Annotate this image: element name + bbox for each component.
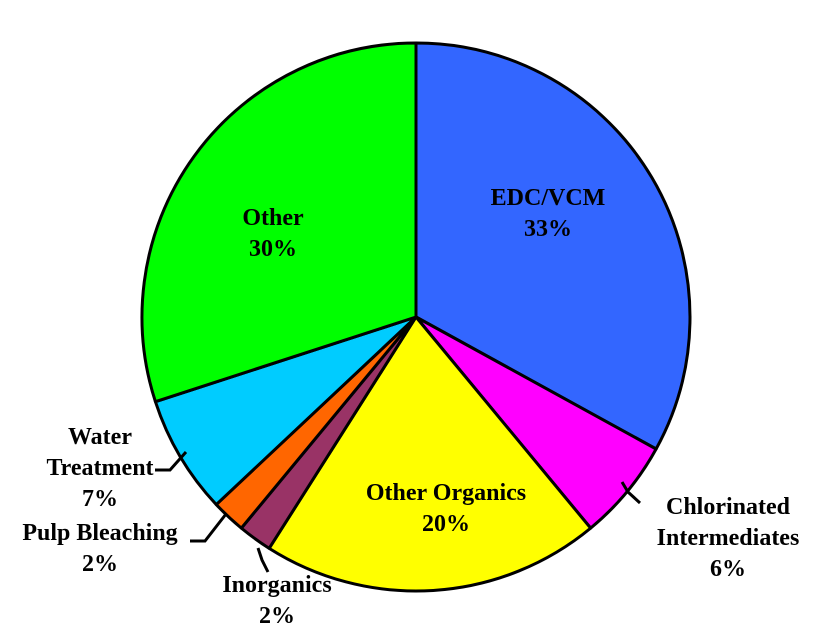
percent-label: 20% [422,511,470,537]
category-name: Chlorinated Intermediates [656,494,800,551]
percent-label: 2% [82,551,118,577]
slice-label: EDC/VCM 33% [448,183,648,245]
category-name: EDC/VCM [490,185,606,211]
slice-label: Other 30% [173,203,373,265]
slice-label: Other Organics 20% [316,478,576,540]
percent-label: 2% [259,603,295,629]
leader-line [155,451,188,472]
percent-label: 30% [249,236,297,262]
category-name: Water Treatment [46,424,154,481]
leader-line [256,547,270,573]
slice-label: Inorganics 2% [177,570,377,632]
percent-label: 6% [710,556,746,582]
leader-line [190,513,228,543]
percent-label: 7% [82,486,118,512]
percent-label: 33% [524,216,572,242]
category-name: Pulp Bleaching [22,520,178,546]
pie-slice [140,41,418,404]
leader-line [620,481,642,505]
category-name: Other Organics [365,480,527,506]
pie-slice [267,315,593,593]
slice-label: Pulp Bleaching 2% [0,518,200,580]
slice-label: Chlorinated Intermediates 6% [633,492,820,585]
category-name: Other [242,205,304,231]
pie-slice [414,41,692,451]
category-name: Inorganics [222,572,332,598]
slice-label: Water Treatment 7% [35,422,165,515]
